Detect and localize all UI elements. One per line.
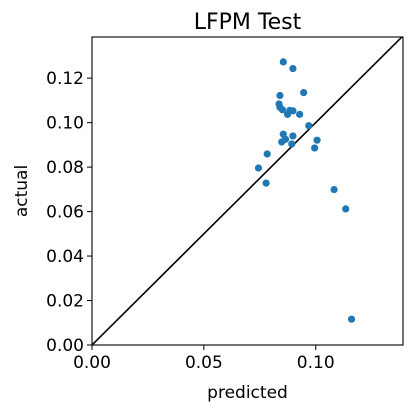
data-point	[300, 88, 308, 97]
x-axis-label: predicted	[207, 383, 288, 403]
y-tick-label: 0.00	[46, 336, 84, 356]
data-point	[278, 138, 286, 146]
data-point	[330, 185, 338, 194]
x-tick-label: 0.10	[297, 353, 335, 373]
data-point	[276, 91, 284, 100]
data-point	[289, 64, 297, 73]
data-point	[288, 140, 296, 148]
data-point	[311, 144, 319, 152]
data-point	[289, 132, 297, 140]
data-point	[254, 164, 263, 172]
y-tick-label: 0.04	[46, 247, 84, 267]
data-point	[305, 122, 313, 130]
chart-title: LFPM Test	[194, 10, 302, 35]
data-point	[278, 106, 287, 114]
data-point	[283, 110, 292, 118]
reference-line-y-equals-x	[92, 37, 403, 345]
plot-frame	[91, 36, 404, 346]
x-tick-label: 0.05	[185, 353, 223, 373]
data-point	[342, 205, 350, 213]
y-axis-label: actual	[12, 165, 32, 217]
data-point	[289, 107, 297, 115]
y-tick-label: 0.10	[46, 114, 84, 134]
data-point	[313, 136, 321, 144]
y-tick-label: 0.08	[46, 158, 84, 178]
y-tick-label: 0.12	[46, 69, 84, 89]
y-tick-label: 0.06	[46, 203, 84, 223]
data-point	[263, 150, 271, 158]
y-tick-label: 0.02	[46, 292, 84, 312]
data-point	[279, 58, 287, 66]
data-point	[296, 110, 304, 118]
data-point	[347, 315, 356, 323]
x-tick-label: 0.00	[73, 353, 111, 373]
data-point	[262, 179, 270, 187]
